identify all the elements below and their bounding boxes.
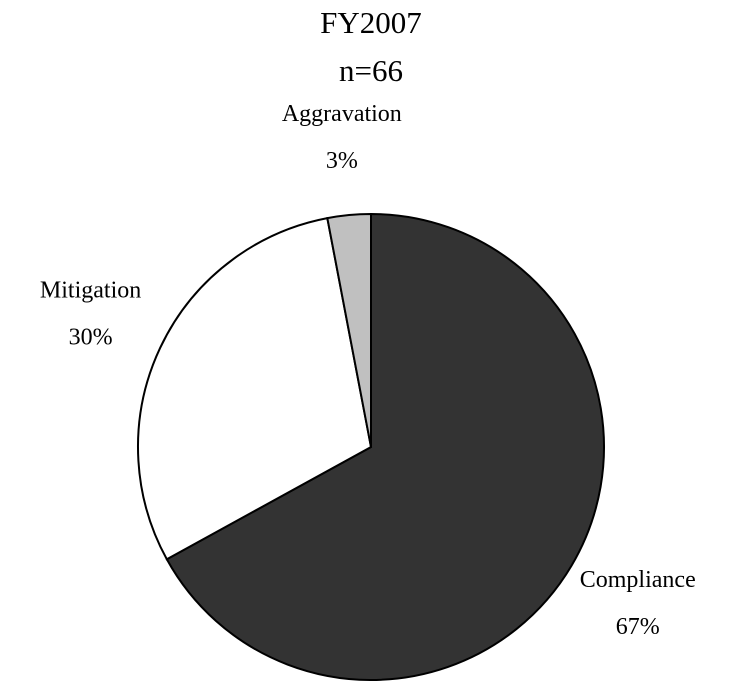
slice-label: Compliance (580, 567, 696, 593)
chart-title: FY2007 (320, 5, 422, 40)
pie-slice (165, 212, 605, 681)
chart-subtitle: n=66 (339, 53, 403, 88)
value-label: 3% (326, 148, 358, 174)
slice-label: Mitigation (40, 278, 141, 304)
pie-slice (326, 212, 372, 448)
value-label: 67% (616, 614, 660, 640)
slice-label: Aggravation (282, 101, 402, 127)
value-label: 30% (69, 325, 113, 351)
pie-slice (137, 216, 373, 561)
